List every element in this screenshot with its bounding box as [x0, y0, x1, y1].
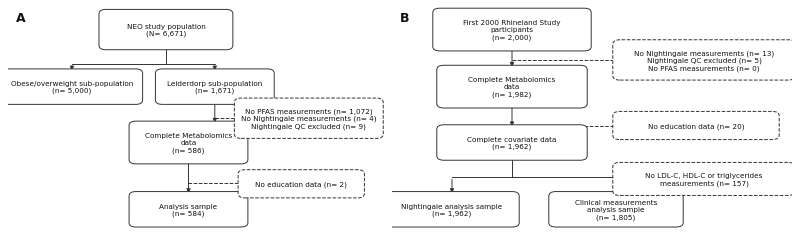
Text: NEO study population
(N= 6,671): NEO study population (N= 6,671) [126, 24, 206, 37]
Text: No LDL-C, HDL-C or triglycerides
measurements (n= 157): No LDL-C, HDL-C or triglycerides measure… [646, 173, 762, 186]
FancyBboxPatch shape [234, 99, 383, 139]
FancyBboxPatch shape [385, 192, 519, 227]
Text: First 2000 Rhineland Study
participants
(n= 2,000): First 2000 Rhineland Study participants … [463, 20, 561, 41]
FancyBboxPatch shape [2, 70, 142, 105]
Text: Complete Metabolomics
data
(n= 586): Complete Metabolomics data (n= 586) [145, 133, 232, 153]
Text: Complete covariate data
(n= 1,962): Complete covariate data (n= 1,962) [467, 136, 557, 150]
FancyBboxPatch shape [433, 9, 591, 52]
FancyBboxPatch shape [238, 170, 365, 198]
Text: B: B [400, 12, 410, 25]
Text: A: A [15, 12, 25, 25]
FancyBboxPatch shape [613, 112, 779, 140]
FancyBboxPatch shape [437, 66, 587, 109]
FancyBboxPatch shape [549, 192, 683, 227]
FancyBboxPatch shape [613, 163, 795, 196]
Text: No PFAS measurements (n= 1,072)
No Nightingale measurements (n= 4)
Nightingale Q: No PFAS measurements (n= 1,072) No Night… [241, 108, 377, 130]
FancyBboxPatch shape [613, 41, 795, 81]
Text: No Nightingale measurements (n= 13)
Nightingale QC excluded (n= 5)
No PFAS measu: No Nightingale measurements (n= 13) Nigh… [634, 50, 774, 71]
Text: Analysis sample
(n= 584): Analysis sample (n= 584) [159, 203, 218, 216]
FancyBboxPatch shape [129, 122, 248, 164]
FancyBboxPatch shape [437, 125, 587, 161]
FancyBboxPatch shape [99, 10, 233, 50]
Text: Clinical measurements
analysis sample
(n= 1,805): Clinical measurements analysis sample (n… [575, 199, 657, 220]
FancyBboxPatch shape [155, 70, 274, 105]
Text: Complete Metabolomics
data
(n= 1,982): Complete Metabolomics data (n= 1,982) [468, 77, 556, 98]
Text: Leiderdorp sub-population
(n= 1,671): Leiderdorp sub-population (n= 1,671) [167, 81, 262, 94]
Text: Nightingale analysis sample
(n= 1,962): Nightingale analysis sample (n= 1,962) [402, 203, 502, 216]
FancyBboxPatch shape [129, 192, 248, 227]
Text: No education data (n= 20): No education data (n= 20) [648, 123, 744, 129]
Text: No education data (n= 2): No education data (n= 2) [255, 181, 347, 187]
Text: Obese/overweight sub-population
(n= 5,000): Obese/overweight sub-population (n= 5,00… [10, 81, 133, 94]
